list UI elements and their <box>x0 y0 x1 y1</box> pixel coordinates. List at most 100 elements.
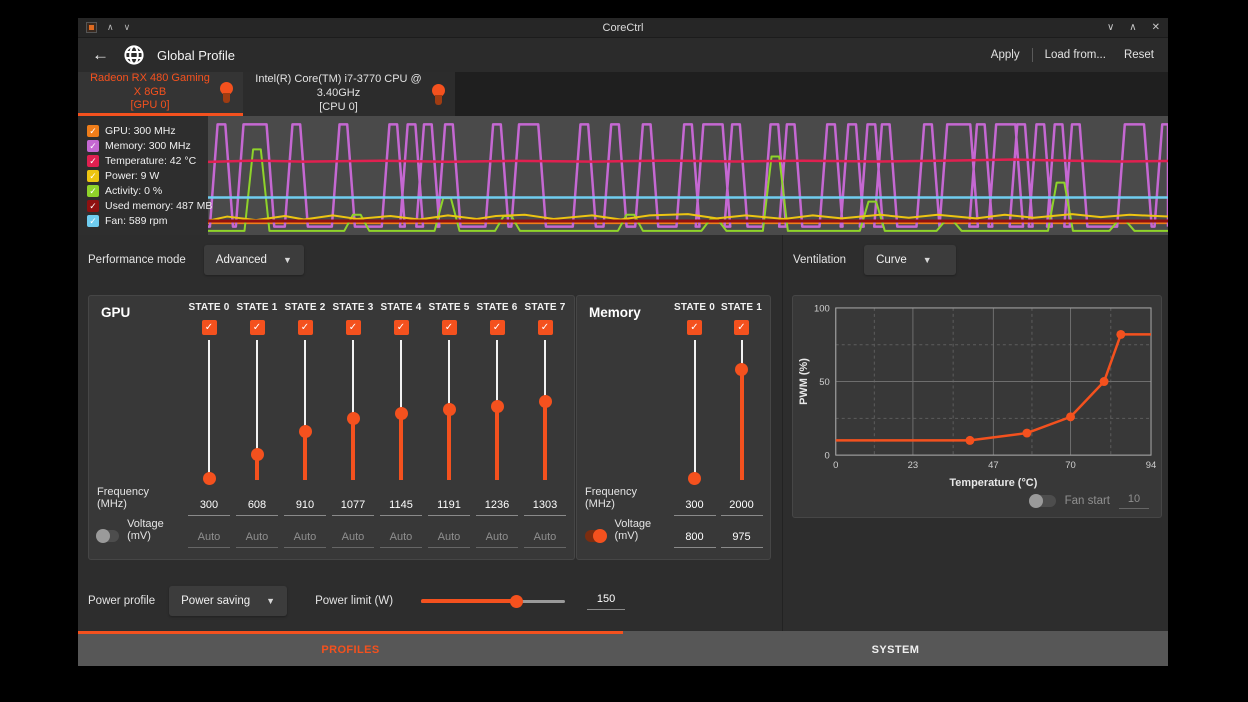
slider-handle[interactable] <box>298 424 312 438</box>
frequency-value[interactable]: 910 <box>284 499 326 516</box>
frequency-slider[interactable] <box>233 338 281 486</box>
slider-handle[interactable] <box>202 471 216 485</box>
shade-down-icon[interactable]: ∨ <box>123 22 131 32</box>
slider-handle[interactable] <box>346 412 360 426</box>
performance-mode-dropdown[interactable]: Advanced ▼ <box>203 245 304 275</box>
fan-curve-point[interactable] <box>1099 377 1109 387</box>
power-profile-dropdown[interactable]: Power saving ▼ <box>169 586 288 616</box>
frequency-value[interactable]: 1145 <box>380 499 422 516</box>
chevron-down-icon: ▼ <box>282 255 292 265</box>
state-checkbox[interactable]: ✓ <box>393 320 409 335</box>
frequency-slider[interactable] <box>425 338 473 486</box>
panel-title: GPU <box>101 305 131 320</box>
voltage-value[interactable]: Auto <box>284 531 326 548</box>
frequency-slider[interactable] <box>671 338 718 486</box>
voltage-value[interactable]: 800 <box>673 531 716 548</box>
legend-label: Fan: 589 rpm <box>105 214 168 227</box>
frequency-slider[interactable] <box>185 338 233 486</box>
legend-checkbox[interactable]: ✓ <box>87 199 99 212</box>
legend-checkbox[interactable]: ✓ <box>87 139 99 152</box>
legend-checkbox[interactable]: ✓ <box>87 184 99 197</box>
legend-checkbox[interactable]: ✓ <box>87 154 99 167</box>
state-checkbox[interactable]: ✓ <box>297 320 313 335</box>
legend-checkbox[interactable]: ✓ <box>87 169 99 182</box>
fan-curve-chart[interactable]: 0 50 100 0 23 47 70 94 PWM (%) Temperature (°C) <box>793 296 1161 518</box>
state-checkbox[interactable]: ✓ <box>441 320 457 335</box>
power-limit-value[interactable]: 150 <box>587 593 626 610</box>
slider-handle[interactable] <box>538 394 552 408</box>
power-limit-slider[interactable] <box>421 594 566 608</box>
legend-checkbox[interactable]: ✓ <box>87 214 99 227</box>
frequency-slider[interactable] <box>377 338 425 486</box>
frequency-slider[interactable] <box>521 338 569 486</box>
voltage-value[interactable]: Auto <box>332 531 374 548</box>
corectrl-window: ∧ ∨ CoreCtrl ∨ ∧ ✕ ← Global Profile Appl… <box>78 18 1168 666</box>
slider-handle[interactable] <box>735 362 748 376</box>
voltage-value[interactable]: Auto <box>476 531 518 548</box>
legend-label: Used memory: 487 MB <box>105 199 213 212</box>
tab-system[interactable]: SYSTEM <box>623 631 1168 666</box>
voltage-value[interactable]: 975 <box>720 531 763 548</box>
state-checkbox[interactable]: ✓ <box>201 320 217 335</box>
frequency-value[interactable]: 1236 <box>476 499 518 516</box>
close-icon[interactable]: ✕ <box>1151 22 1160 33</box>
frequency-value[interactable]: 300 <box>673 499 716 516</box>
voltage-value[interactable]: Auto <box>188 531 230 548</box>
voltage-value[interactable]: Auto <box>380 531 422 548</box>
maximize-icon[interactable]: ∧ <box>1129 22 1137 33</box>
state-checkbox[interactable]: ✓ <box>345 320 361 335</box>
back-button[interactable]: ← <box>92 45 109 64</box>
slider-handle[interactable] <box>509 595 523 608</box>
fan-curve-point[interactable] <box>1022 428 1032 438</box>
tab-gpu0[interactable]: Radeon RX 480 Gaming X 8GB [GPU 0] <box>78 72 243 116</box>
voltage-value[interactable]: Auto <box>428 531 470 548</box>
frequency-value[interactable]: 1077 <box>332 499 374 516</box>
state-checkbox[interactable]: ✓ <box>489 320 505 335</box>
legend-item: ✓ Fan: 589 rpm <box>87 213 208 228</box>
pin-icon[interactable] <box>220 82 233 103</box>
fan-start-value[interactable]: 10 <box>1119 493 1149 509</box>
pin-icon[interactable] <box>432 83 445 105</box>
slider-handle[interactable] <box>490 399 504 413</box>
frequency-value[interactable]: 1303 <box>524 499 566 516</box>
ventilation-label: Ventilation <box>793 254 847 266</box>
frequency-slider[interactable] <box>718 338 765 486</box>
fan-curve-point[interactable] <box>1116 329 1126 339</box>
state-checkbox[interactable]: ✓ <box>537 320 553 335</box>
frequency-value[interactable]: 1191 <box>428 499 470 516</box>
frequency-slider[interactable] <box>329 338 377 486</box>
slider-handle[interactable] <box>394 406 408 420</box>
minimize-icon[interactable]: ∨ <box>1106 22 1115 33</box>
frequency-value[interactable]: 300 <box>188 499 230 516</box>
voltage-value[interactable]: Auto <box>524 531 566 548</box>
state-column: STATE 1 ✓ 2000 975 <box>718 302 765 553</box>
ventilation-dropdown[interactable]: Curve ▼ <box>864 245 957 275</box>
state-checkbox[interactable]: ✓ <box>687 320 702 335</box>
reset-button[interactable]: Reset <box>1123 49 1154 61</box>
frequency-slider[interactable] <box>473 338 521 486</box>
load-from-button[interactable]: Load from... <box>1044 49 1106 61</box>
memory-states-panel: Memory Frequency (MHz) Voltage (mV) STAT… <box>576 295 771 560</box>
fan-curve-point[interactable] <box>965 435 975 445</box>
frequency-value[interactable]: 608 <box>236 499 278 516</box>
slider-handle[interactable] <box>250 447 264 461</box>
slider-handle[interactable] <box>688 471 701 485</box>
state-checkbox[interactable]: ✓ <box>249 320 265 335</box>
frequency-value[interactable]: 2000 <box>720 499 763 516</box>
apply-button[interactable]: Apply <box>990 49 1020 61</box>
frequency-slider[interactable] <box>281 338 329 486</box>
slider-handle[interactable] <box>442 403 456 417</box>
fan-start-row: Fan start 10 <box>1028 493 1149 509</box>
legend-checkbox[interactable]: ✓ <box>87 124 99 137</box>
voltage-toggle[interactable] <box>96 529 120 543</box>
tab-cpu0[interactable]: Intel(R) Core(TM) i7-3770 CPU @ 3.40GHz[… <box>243 72 455 116</box>
fan-start-toggle[interactable] <box>1028 494 1056 508</box>
tab-profiles[interactable]: PROFILES <box>78 631 623 666</box>
voltage-value[interactable]: Auto <box>236 531 278 548</box>
voltage-toggle[interactable] <box>585 529 608 543</box>
state-checkbox[interactable]: ✓ <box>734 320 749 335</box>
legend-item: ✓ Used memory: 487 MB <box>87 198 212 213</box>
fan-curve-point[interactable] <box>1066 412 1076 422</box>
shade-up-icon[interactable]: ∧ <box>107 22 114 32</box>
app-icon <box>86 22 97 33</box>
